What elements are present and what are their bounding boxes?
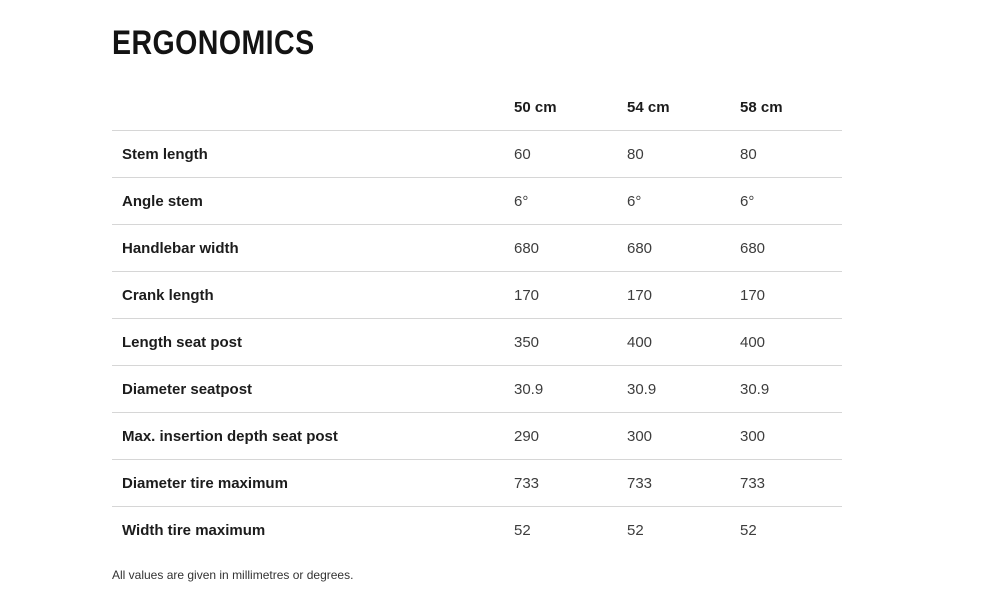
- cell-value: 170: [740, 286, 766, 304]
- row-label: Stem length: [122, 145, 208, 163]
- cell-value: 733: [627, 474, 653, 492]
- table-row-diameter-seatpost: Diameter seatpost 30.9 30.9 30.9: [112, 366, 842, 413]
- table-header-row: 50 cm 54 cm 58 cm: [112, 85, 842, 131]
- cell-value: 680: [627, 239, 653, 257]
- ergonomics-table: 50 cm 54 cm 58 cm Stem length 60 80 80 A…: [112, 85, 842, 553]
- table-row-diameter-tire-maximum: Diameter tire maximum 733 733 733: [112, 460, 842, 507]
- row-label: Crank length: [122, 286, 214, 304]
- column-header-50cm: 50 cm: [514, 99, 557, 116]
- table-row-length-seat-post: Length seat post 350 400 400: [112, 319, 842, 366]
- cell-value: 52: [514, 521, 531, 539]
- row-label: Length seat post: [122, 333, 243, 351]
- row-label: Diameter tire maximum: [122, 474, 288, 492]
- cell-value: 350: [514, 333, 540, 351]
- cell-value: 400: [740, 333, 766, 351]
- cell-value: 300: [740, 427, 766, 445]
- cell-value: 733: [740, 474, 766, 492]
- cell-value: 400: [627, 333, 653, 351]
- cell-value: 52: [627, 521, 644, 539]
- table-row-crank-length: Crank length 170 170 170: [112, 272, 842, 319]
- table-row-angle-stem: Angle stem 6° 6° 6°: [112, 178, 842, 225]
- row-label: Angle stem: [122, 192, 203, 210]
- cell-value: 6°: [514, 192, 529, 210]
- footnote: All values are given in millimetres or d…: [112, 568, 354, 582]
- row-label: Diameter seatpost: [122, 380, 253, 398]
- cell-value: 680: [514, 239, 540, 257]
- table-row-max-insertion-depth: Max. insertion depth seat post 290 300 3…: [112, 413, 842, 460]
- cell-value: 680: [740, 239, 766, 257]
- cell-value: 170: [514, 286, 540, 304]
- cell-value: 290: [514, 427, 540, 445]
- row-label: Handlebar width: [122, 239, 239, 257]
- cell-value: 80: [627, 145, 644, 163]
- table-row-handlebar-width: Handlebar width 680 680 680: [112, 225, 842, 272]
- ergonomics-section: ERGONOMICS 50 cm 54 cm 58 cm Stem length…: [112, 24, 842, 582]
- cell-value: 80: [740, 145, 757, 163]
- cell-value: 60: [514, 145, 531, 163]
- cell-value: 52: [740, 521, 757, 539]
- cell-value: 30.9: [740, 380, 770, 398]
- cell-value: 6°: [740, 192, 755, 210]
- cell-value: 30.9: [627, 380, 657, 398]
- row-label: Width tire maximum: [122, 521, 266, 539]
- cell-value: 300: [627, 427, 653, 445]
- page-title: ERGONOMICS: [112, 24, 315, 62]
- row-label: Max. insertion depth seat post: [122, 427, 338, 445]
- table-row-stem-length: Stem length 60 80 80: [112, 131, 842, 178]
- cell-value: 170: [627, 286, 653, 304]
- cell-value: 733: [514, 474, 540, 492]
- cell-value: 6°: [627, 192, 642, 210]
- cell-value: 30.9: [514, 380, 544, 398]
- table-row-width-tire-maximum: Width tire maximum 52 52 52: [112, 507, 842, 553]
- column-header-58cm: 58 cm: [740, 99, 783, 116]
- column-header-54cm: 54 cm: [627, 99, 670, 116]
